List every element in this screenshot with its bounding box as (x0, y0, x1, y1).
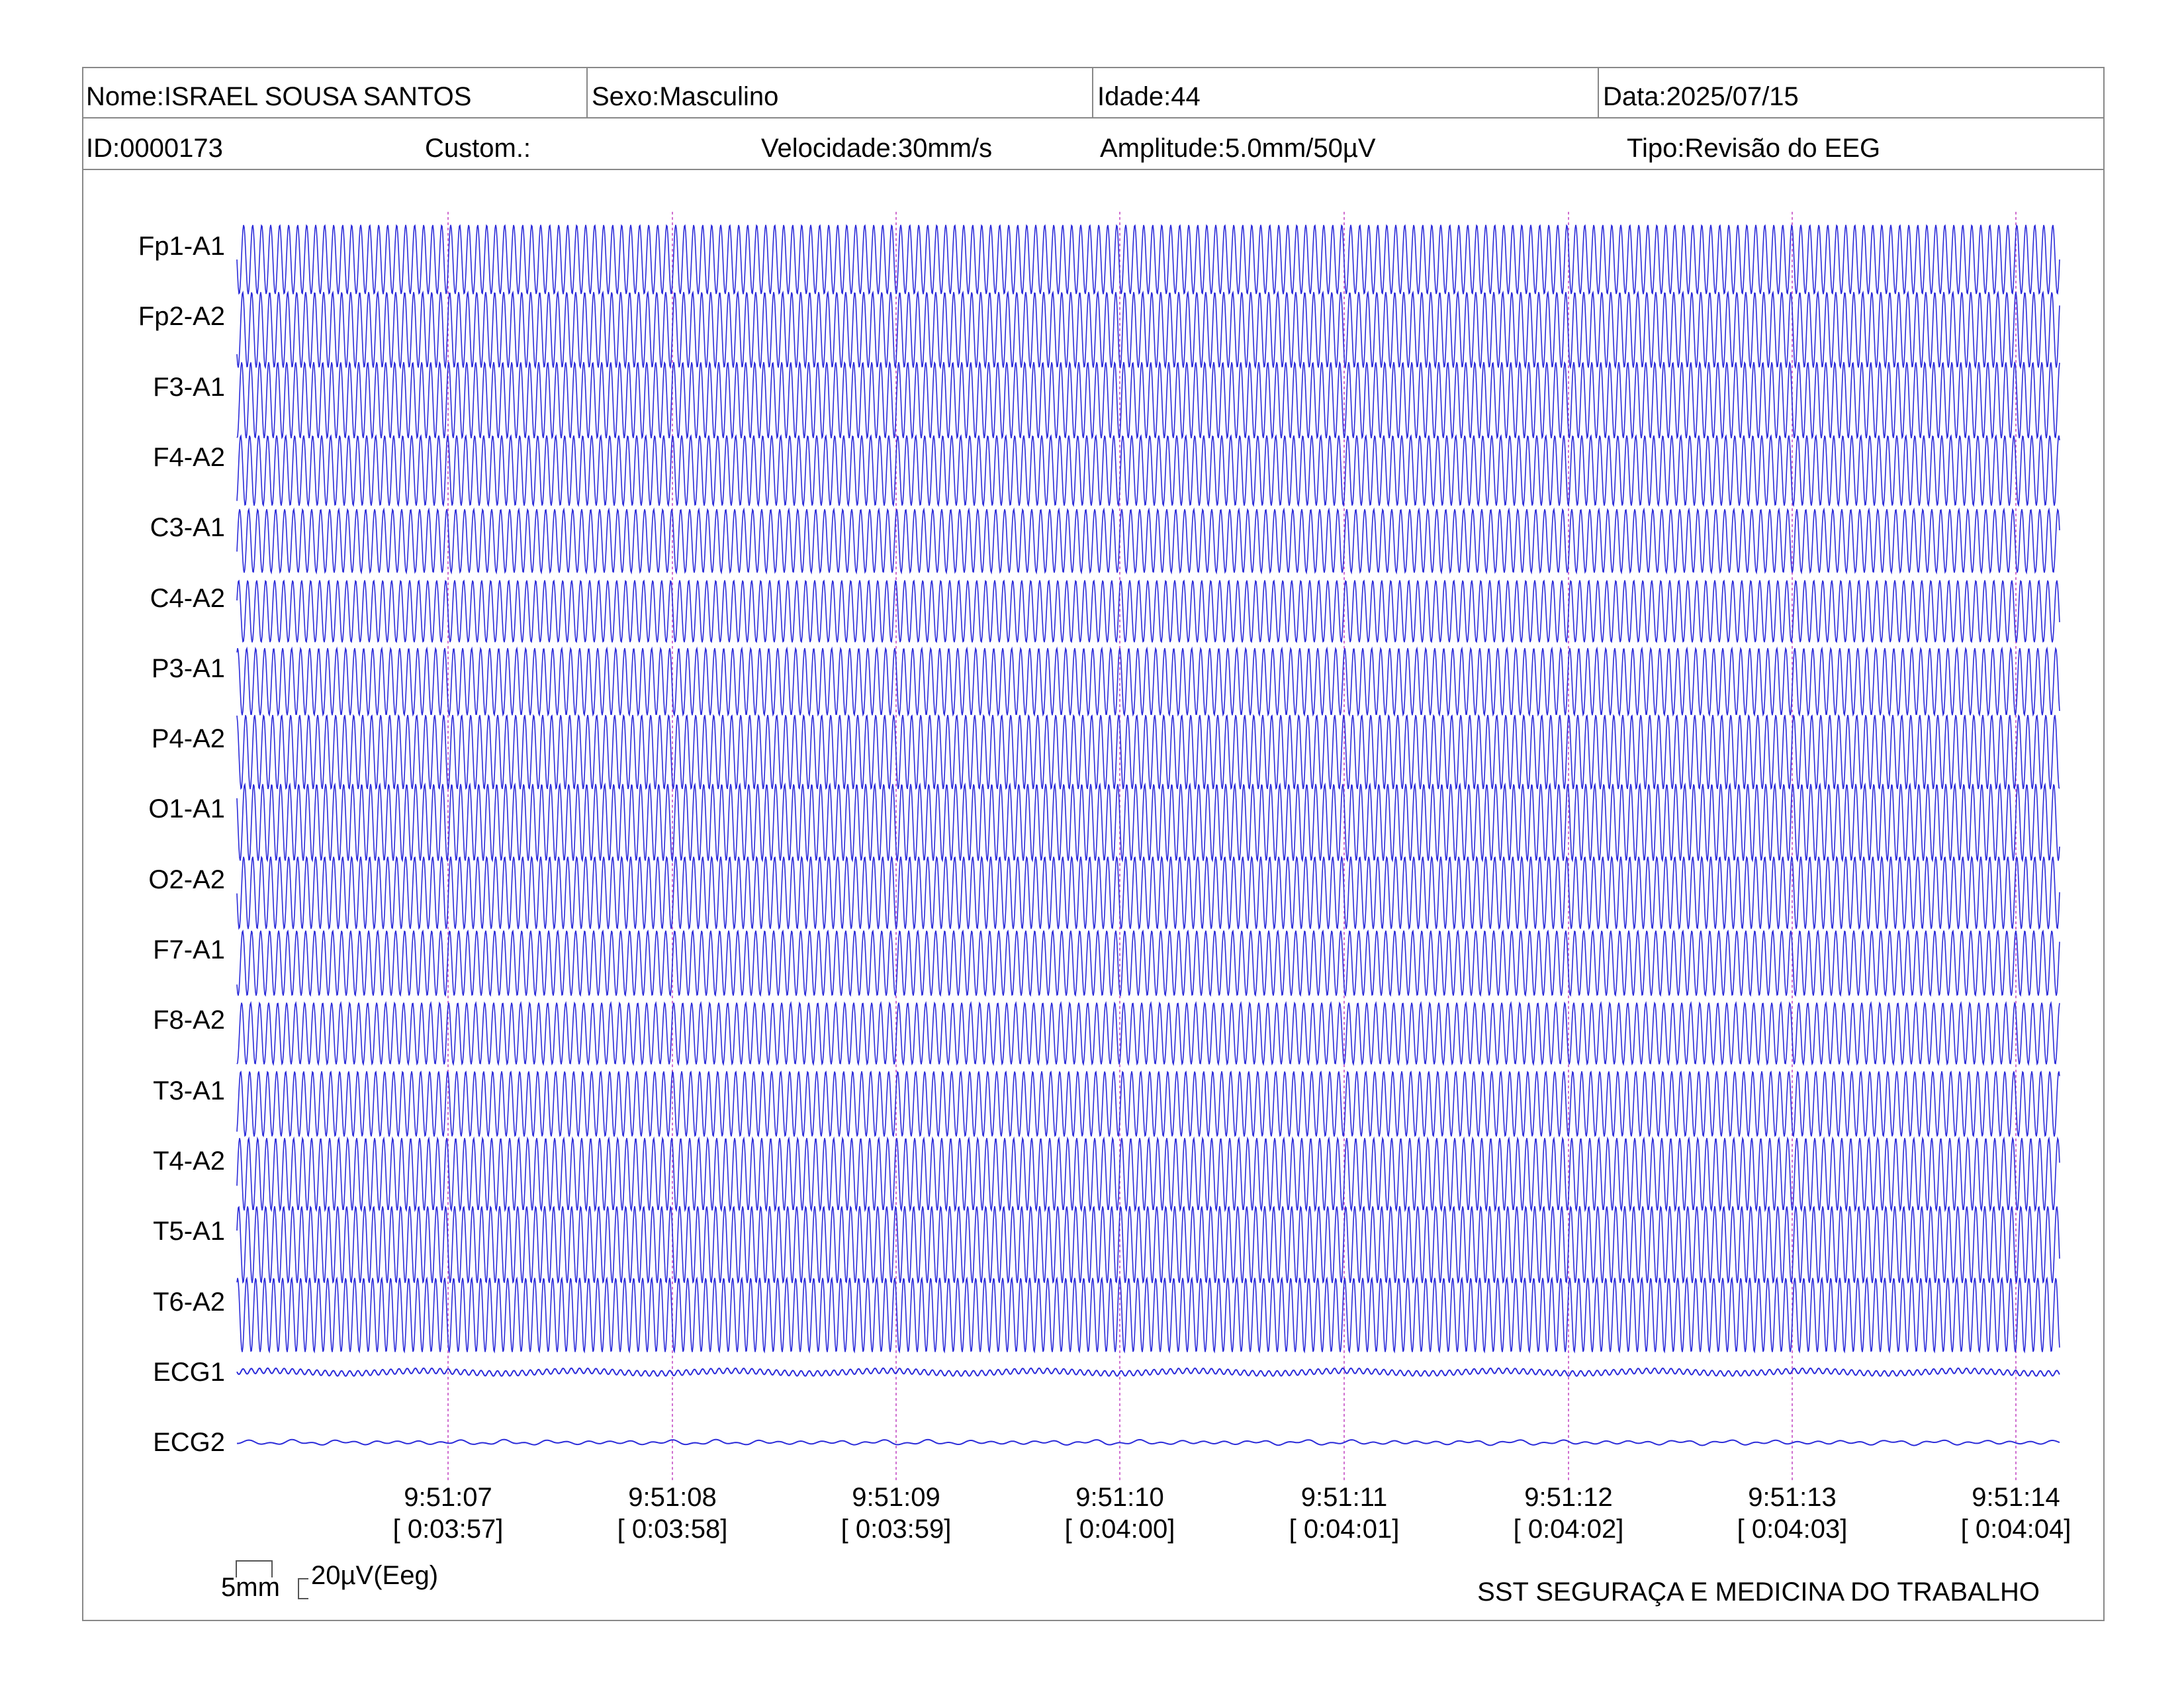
trace-ecg2 (237, 1438, 2060, 1446)
exam-date: Data:2025/07/15 (1598, 67, 2103, 117)
trace-eeg (236, 929, 2060, 997)
trace-eeg (236, 1136, 2060, 1213)
report-frame (82, 67, 2105, 1621)
channel-label: T4-A2 (153, 1146, 225, 1176)
timestamp: 9:51:07 [ 0:03:57] (369, 1481, 527, 1545)
channel-label: C3-A1 (150, 513, 225, 543)
timestamp: 9:51:12 [ 0:04:02] (1489, 1481, 1648, 1545)
paper-speed: Velocidade:30mm/s (761, 134, 993, 163)
channel-label: C4-A2 (150, 583, 225, 613)
channel-label: P3-A1 (151, 653, 225, 683)
patient-id: ID:0000173 (86, 134, 223, 163)
timestamp: 9:51:14 [ 0:04:04] (1936, 1481, 2095, 1545)
clock-time: 9:51:10 (1075, 1483, 1164, 1512)
trace-eeg (236, 507, 2060, 575)
trace-ecg1 (236, 1367, 2060, 1377)
timestamp: 9:51:13 [ 0:04:03] (1713, 1481, 1872, 1545)
trace-eeg (236, 855, 2060, 930)
channel-label: Fp2-A2 (138, 302, 225, 332)
trace-eeg (236, 224, 2060, 295)
trace-eeg (236, 782, 2060, 863)
elapsed-time: [ 0:03:59] (841, 1515, 952, 1544)
exam-type: Tipo:Revisão do EEG (1627, 134, 1881, 163)
time-scale-label: 5mm (221, 1573, 280, 1602)
channel-label: O2-A2 (148, 865, 225, 894)
timestamp: 9:51:09 [ 0:03:59] (817, 1481, 976, 1545)
trace-eeg (236, 1001, 2060, 1066)
channel-label: T3-A1 (153, 1076, 225, 1105)
clock-time: 9:51:12 (1524, 1483, 1613, 1512)
clock-time: 9:51:11 (1300, 1483, 1388, 1512)
channel-label: ECG2 (153, 1428, 225, 1458)
amplitude-scale-label: 20µV(Eeg) (311, 1561, 439, 1590)
channel-label: F7-A1 (153, 935, 225, 964)
patient-age: Idade:44 (1092, 67, 1598, 117)
patient-sex: Sexo:Masculino (586, 67, 1092, 117)
elapsed-time: [ 0:04:01] (1289, 1515, 1400, 1544)
elapsed-time: [ 0:04:03] (1737, 1515, 1848, 1544)
trace-eeg (236, 646, 2060, 717)
time-scale-bracket (236, 1560, 273, 1577)
elapsed-time: [ 0:04:04] (1960, 1515, 2071, 1544)
channel-label: P4-A2 (151, 724, 225, 754)
trace-eeg (236, 290, 2060, 369)
elapsed-time: [ 0:03:58] (617, 1515, 728, 1544)
trace-eeg (236, 714, 2060, 790)
amplitude-setting: Amplitude:5.0mm/50µV (1100, 134, 1376, 163)
channel-label: Fp1-A1 (138, 232, 225, 261)
amplitude-scale-bracket (298, 1578, 308, 1599)
timestamp: 9:51:11 [ 0:04:01] (1265, 1481, 1424, 1545)
custom-field: Custom.: (425, 134, 531, 163)
trace-eeg (236, 1070, 2060, 1137)
trace-eeg (236, 1276, 2060, 1354)
header-row-patient: Nome:ISRAEL SOUSA SANTOS Sexo:Masculino … (82, 67, 2105, 118)
patient-name: Nome:ISRAEL SOUSA SANTOS (86, 82, 472, 111)
clock-time: 9:51:13 (1748, 1483, 1837, 1512)
clock-time: 9:51:09 (852, 1483, 940, 1512)
elapsed-time: [ 0:04:00] (1064, 1515, 1175, 1544)
header-row-recording: ID:0000173 Custom.: Velocidade:30mm/s Am… (82, 118, 2105, 170)
channel-label: F8-A2 (153, 1006, 225, 1035)
channel-label: T5-A1 (153, 1217, 225, 1246)
timestamp: 9:51:10 [ 0:04:00] (1040, 1481, 1199, 1545)
clock-time: 9:51:08 (628, 1483, 717, 1512)
channel-label: F4-A2 (153, 442, 225, 472)
elapsed-time: [ 0:03:57] (392, 1515, 504, 1544)
clock-time: 9:51:07 (404, 1483, 492, 1512)
clock-time: 9:51:14 (1972, 1483, 2060, 1512)
channel-label: ECG1 (153, 1357, 225, 1387)
channel-label: F3-A1 (153, 372, 225, 402)
channel-label: O1-A1 (148, 794, 225, 824)
timestamp: 9:51:08 [ 0:03:58] (593, 1481, 752, 1545)
trace-eeg (236, 434, 2060, 507)
organization-name: SST SEGURAÇA E MEDICINA DO TRABALHO (1477, 1577, 2040, 1607)
trace-eeg (236, 1205, 2060, 1284)
trace-eeg (236, 579, 2060, 643)
trace-eeg (236, 361, 2060, 440)
elapsed-time: [ 0:04:02] (1513, 1515, 1624, 1544)
channel-label: T6-A2 (153, 1287, 225, 1317)
